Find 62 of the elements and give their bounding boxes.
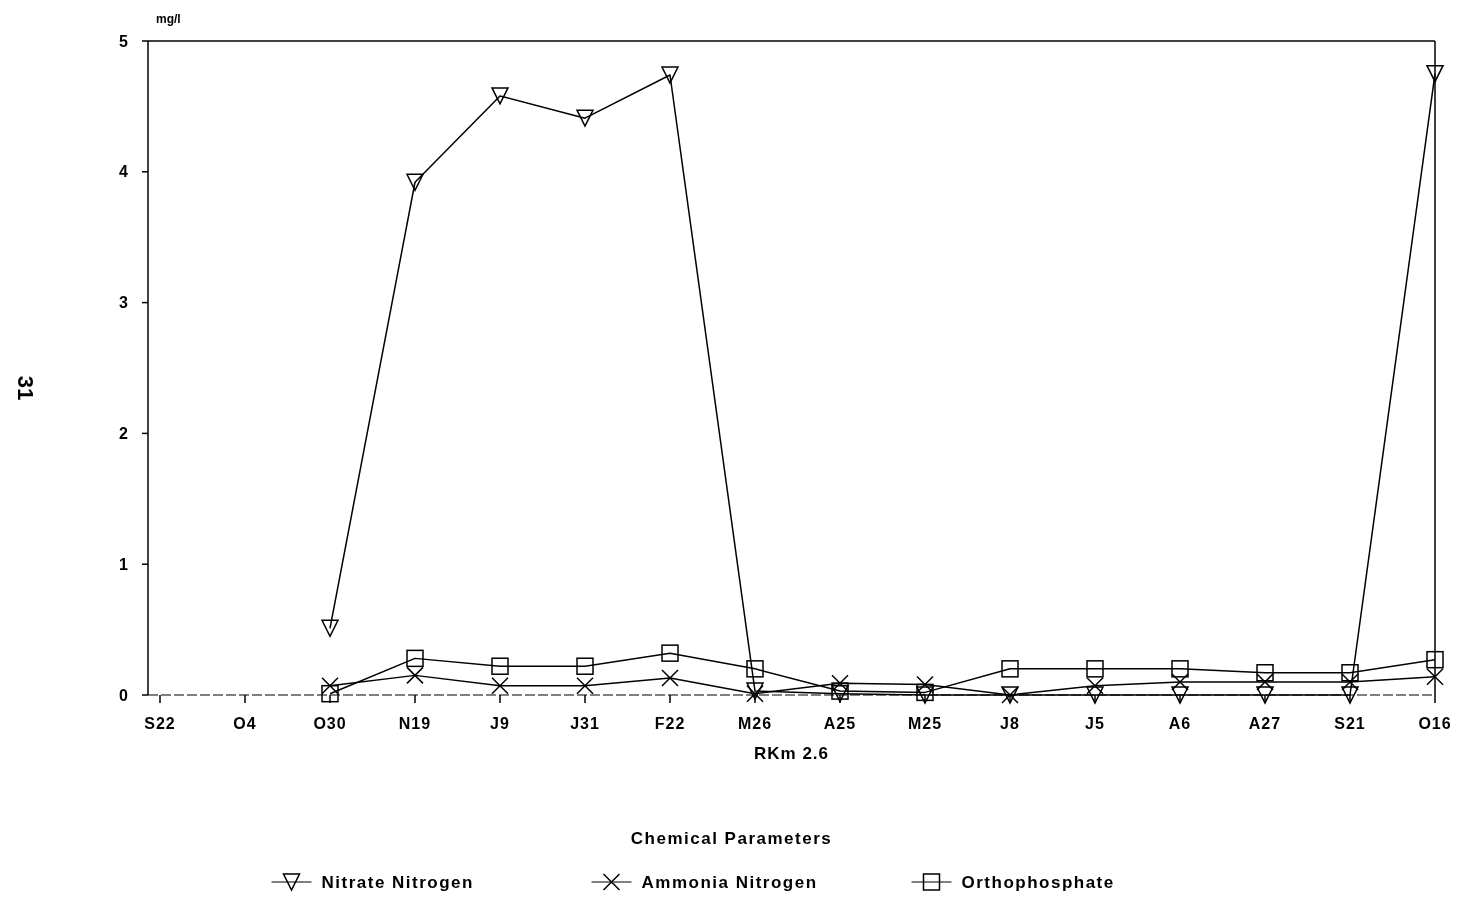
point — [491, 657, 509, 675]
y-tick-label: 5 — [119, 32, 129, 50]
point — [661, 669, 679, 687]
y-tick-label: 0 — [119, 686, 129, 704]
point — [1341, 664, 1359, 682]
point — [831, 674, 849, 692]
x-tick-label: O4 — [233, 715, 257, 732]
point — [491, 87, 509, 105]
legend-label: Ammonia Nitrogen — [641, 873, 818, 892]
point — [321, 677, 339, 695]
point — [1256, 686, 1274, 704]
x-tick-label: J31 — [570, 715, 600, 732]
x-tick-label: O16 — [1418, 715, 1452, 732]
point — [1426, 64, 1444, 83]
point — [321, 619, 339, 638]
x-tick-label: A25 — [823, 715, 857, 732]
point — [406, 666, 424, 685]
point — [576, 657, 594, 675]
point — [1426, 667, 1444, 686]
x-tick-label: S22 — [144, 715, 176, 732]
point — [1256, 664, 1274, 682]
point — [1171, 660, 1189, 678]
point — [321, 684, 339, 703]
x-tick-label: O30 — [313, 715, 347, 732]
x-tick-label: J9 — [490, 715, 510, 732]
y-axis-title: mg/l — [156, 12, 181, 26]
point — [661, 66, 679, 84]
point — [1256, 673, 1274, 691]
x-tick-label: M25 — [907, 715, 943, 732]
point — [576, 677, 594, 695]
point — [576, 109, 594, 127]
point — [406, 173, 424, 192]
point — [1086, 686, 1104, 704]
point — [1086, 660, 1104, 678]
x-tick-label: F22 — [654, 715, 686, 732]
y-tick-label: 2 — [119, 425, 129, 442]
point — [1001, 660, 1019, 678]
x-tick-label: A27 — [1248, 715, 1282, 732]
point — [916, 675, 934, 694]
x-tick-label: A6 — [1168, 715, 1192, 732]
point — [746, 660, 764, 678]
point — [1171, 686, 1189, 704]
legend-label: Orthophosphate — [961, 873, 1115, 892]
y-tick-label: 4 — [119, 163, 129, 181]
legend-label: Nitrate Nitrogen — [321, 873, 474, 892]
point — [661, 644, 679, 662]
point — [1426, 650, 1444, 669]
point — [1171, 673, 1189, 691]
y-tick-label: 3 — [119, 294, 129, 312]
x-axis-title: RKm 2.6 — [753, 744, 830, 763]
x-tick-label: S21 — [1334, 715, 1366, 732]
point — [491, 677, 509, 695]
point — [1086, 677, 1104, 695]
x-tick-label: N19 — [398, 715, 432, 732]
x-tick-label: J8 — [1000, 715, 1020, 732]
x-tick-label: M26 — [737, 715, 773, 732]
x-tick-label: J5 — [1085, 715, 1105, 732]
point — [1341, 686, 1359, 704]
text: 31 — [13, 375, 38, 401]
legend-title: Chemical Parameters — [630, 829, 833, 848]
point — [406, 649, 424, 668]
y-tick-label: 1 — [119, 555, 129, 573]
